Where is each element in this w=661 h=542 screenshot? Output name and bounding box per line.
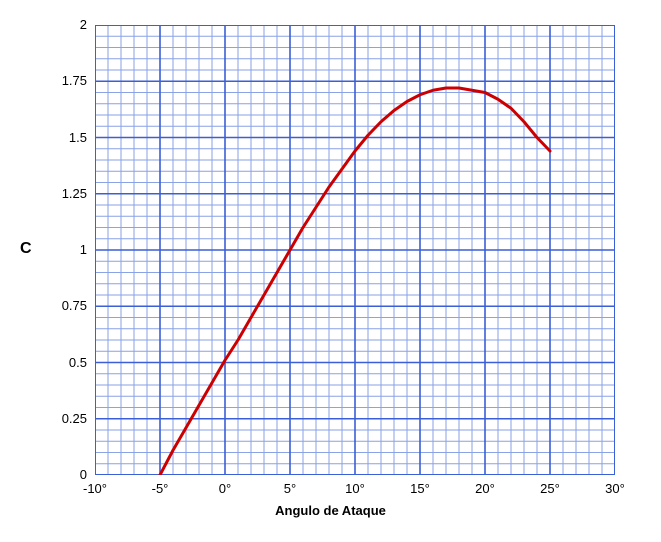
- y-tick-label: 1.75: [45, 73, 87, 88]
- y-axis-label: C: [20, 240, 32, 258]
- y-tick-label: 0.25: [45, 411, 87, 426]
- chart-container: C Angulo de Ataque -10° -5° 0° 5° 10° 15° 20° 2…: [0, 0, 661, 542]
- y-tick-label: 0: [45, 467, 87, 482]
- x-tick-label: 10°: [337, 481, 373, 496]
- y-tick-label: 1: [45, 242, 87, 257]
- y-tick-label: 2: [45, 17, 87, 32]
- y-tick-label: 0.75: [45, 298, 87, 313]
- x-tick-label: 5°: [272, 481, 308, 496]
- y-tick-label: 1.25: [45, 186, 87, 201]
- x-tick-label: 15°: [402, 481, 438, 496]
- x-tick-label: -5°: [142, 481, 178, 496]
- y-tick-label: 0.5: [45, 355, 87, 370]
- x-tick-label: 30°: [597, 481, 633, 496]
- x-tick-label: -10°: [77, 481, 113, 496]
- x-tick-label: 0°: [207, 481, 243, 496]
- x-axis-label: Angulo de Ataque: [0, 503, 661, 518]
- y-tick-label: 1.5: [45, 130, 87, 145]
- x-tick-label: 20°: [467, 481, 503, 496]
- plot-area: [95, 25, 615, 475]
- x-tick-label: 25°: [532, 481, 568, 496]
